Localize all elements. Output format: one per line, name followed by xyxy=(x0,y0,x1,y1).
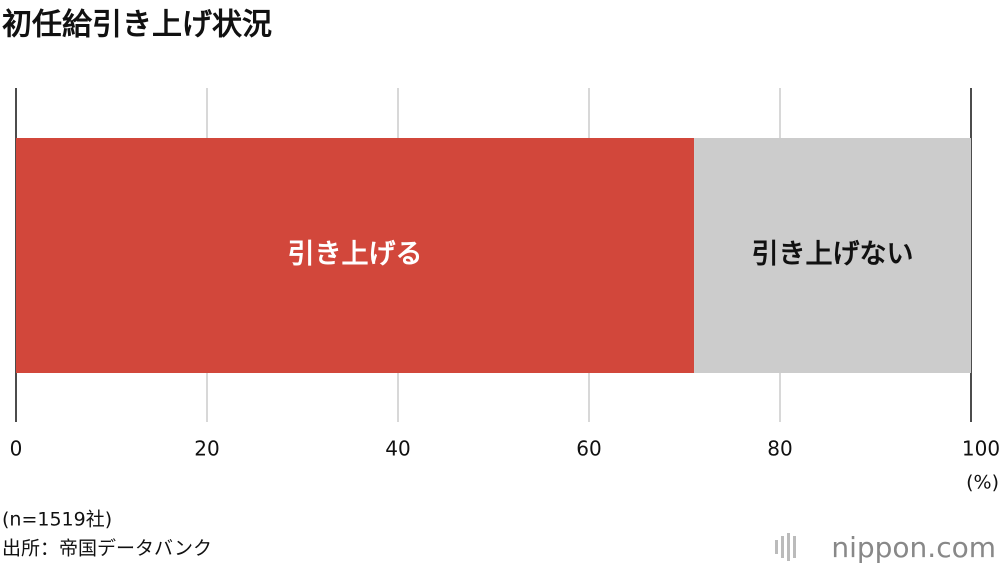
x-axis-label: (%) xyxy=(966,472,999,494)
x-tick-label: 100 xyxy=(962,437,1000,461)
x-tick-label: 60 xyxy=(576,437,601,461)
segment-label: 引き上げる xyxy=(288,239,423,270)
segment-label: 引き上げない xyxy=(752,239,914,270)
x-tick-label: 0 xyxy=(10,437,23,461)
bar-segment xyxy=(694,138,971,373)
x-tick-label: 80 xyxy=(767,437,792,461)
logo: nippon.com xyxy=(831,531,996,564)
x-tick-label: 20 xyxy=(194,437,219,461)
logo-icon xyxy=(775,533,796,561)
bar-segment xyxy=(16,138,695,373)
x-tick-label: 40 xyxy=(385,437,410,461)
note: (n=1519社) xyxy=(2,509,112,531)
note: 出所：帝国データバンク xyxy=(2,538,212,560)
chart-title: 初任給引き上げ状況 xyxy=(2,8,272,43)
